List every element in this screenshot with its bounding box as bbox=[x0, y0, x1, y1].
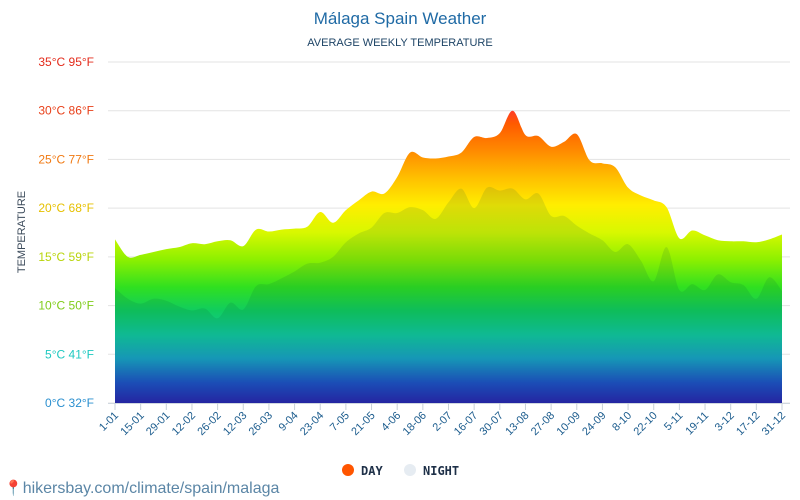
y-axis-ticks: 0°C 32°F 5°C 41°F 10°C 50°F 15°C 59°F 20°C 6… bbox=[38, 55, 94, 410]
y-tick-label: 35°C 95°F bbox=[38, 55, 94, 69]
x-tick-label: 12-03 bbox=[221, 410, 249, 438]
x-tick-label: 12-02 bbox=[170, 410, 198, 438]
x-tick-label: 24-09 bbox=[580, 410, 608, 438]
x-tick-label: 23-04 bbox=[298, 410, 326, 438]
x-tick-label: 31-12 bbox=[760, 410, 788, 438]
legend: DAY NIGHT bbox=[342, 464, 459, 478]
x-tick-label: 26-02 bbox=[195, 410, 223, 438]
x-tick-label: 29-01 bbox=[144, 410, 172, 438]
chart-title: Málaga Spain Weather bbox=[314, 9, 487, 28]
x-tick-label: 1-01 bbox=[97, 410, 121, 434]
x-tick-label: 7-05 bbox=[328, 410, 352, 434]
y-tick-label: 30°C 86°F bbox=[38, 104, 94, 118]
area-night-shade bbox=[115, 186, 782, 403]
footer-link-text[interactable]: hikersbay.com/climate/spain/malaga bbox=[22, 480, 280, 497]
chart-subtitle: AVERAGE WEEKLY TEMPERATURE bbox=[307, 37, 492, 49]
legend-day-marker bbox=[342, 464, 354, 476]
x-tick-label: 13-08 bbox=[503, 410, 531, 438]
x-tick-label: 27-08 bbox=[529, 410, 557, 438]
y-tick-label: 5°C 41°F bbox=[45, 347, 94, 361]
map-pin-icon: 📍 bbox=[4, 480, 23, 497]
x-tick-label: 15-01 bbox=[118, 410, 146, 438]
y-tick-label: 25°C 77°F bbox=[38, 152, 94, 166]
x-tick-label: 21-05 bbox=[349, 410, 377, 438]
y-axis-label: TEMPERATURE bbox=[16, 191, 28, 273]
x-tick-label: 10-09 bbox=[555, 410, 583, 438]
x-tick-label: 4-06 bbox=[379, 410, 403, 434]
x-tick-label: 16-07 bbox=[452, 410, 480, 438]
legend-day-label: DAY bbox=[361, 464, 383, 478]
area-series bbox=[115, 110, 782, 403]
x-tick-label: 8-10 bbox=[610, 410, 634, 434]
y-tick-label: 10°C 50°F bbox=[38, 299, 94, 313]
y-tick-label: 20°C 68°F bbox=[38, 201, 94, 215]
x-tick-label: 22-10 bbox=[631, 410, 659, 438]
x-tick-label: 19-11 bbox=[683, 410, 711, 438]
x-tick-label: 18-06 bbox=[401, 410, 429, 438]
y-tick-label: 0°C 32°F bbox=[45, 396, 94, 410]
x-tick-label: 5-11 bbox=[662, 410, 685, 433]
legend-night-marker bbox=[404, 464, 416, 476]
x-tick-label: 3-12 bbox=[713, 410, 737, 434]
x-tick-label: 30-07 bbox=[478, 410, 506, 438]
area-night bbox=[115, 186, 782, 403]
legend-item-day[interactable]: DAY bbox=[342, 464, 383, 478]
y-tick-label: 15°C 59°F bbox=[38, 250, 94, 264]
x-tick-label: 17-12 bbox=[734, 410, 762, 438]
x-tick-label: 26-03 bbox=[247, 410, 275, 438]
x-tick-label: 2-07 bbox=[431, 410, 455, 434]
footer-link[interactable]: 📍hikersbay.com/climate/spain/malaga bbox=[4, 479, 279, 498]
x-tick-label: 9-04 bbox=[277, 410, 301, 434]
legend-item-night[interactable]: NIGHT bbox=[404, 464, 459, 478]
legend-night-label: NIGHT bbox=[423, 464, 459, 478]
